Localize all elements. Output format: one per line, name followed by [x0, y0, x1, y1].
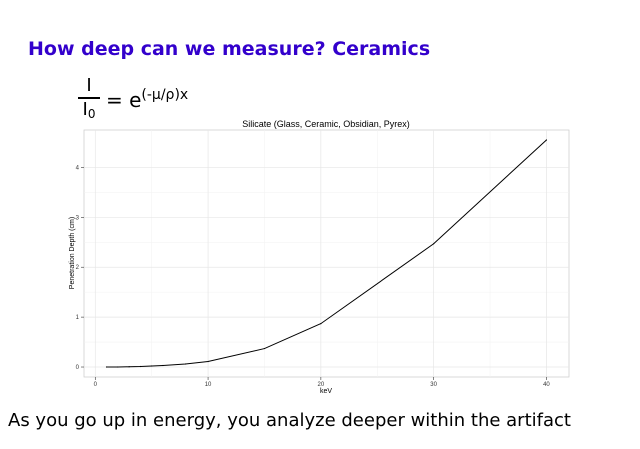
plot-area — [83, 129, 570, 378]
fraction-numerator: I — [86, 75, 92, 96]
slide-caption: As you go up in energy, you analyze deep… — [8, 410, 571, 431]
x-tick-label: 0 — [94, 382, 98, 388]
data-point — [184, 363, 187, 365]
grid-lines — [84, 130, 569, 377]
denominator-subscript: 0 — [87, 106, 96, 121]
data-points — [105, 139, 548, 368]
y-tick-label: 4 — [76, 165, 80, 171]
y-tick-label: 2 — [76, 265, 80, 271]
data-point — [151, 365, 153, 367]
x-tick-label: 10 — [205, 382, 212, 388]
data-point — [320, 323, 322, 325]
axis-ticks: 0 10 20 30 40 0 1 2 3 4 — [76, 165, 551, 388]
intensity-fraction: I I0 — [78, 76, 100, 124]
chart-title: Silicate (Glass, Ceramic, Obsidian, Pyre… — [242, 119, 410, 129]
data-point — [433, 243, 435, 245]
series-line — [106, 139, 547, 368]
fraction-bar — [78, 97, 100, 99]
data-point — [117, 366, 119, 368]
formula-rhs: = e(-μ/ρ)x — [106, 87, 188, 112]
y-tick-label: 1 — [76, 315, 80, 321]
data-point — [128, 366, 130, 368]
data-point — [207, 360, 209, 363]
y-axis-label: Penetration Depth (cm) — [69, 217, 76, 289]
x-tick-label: 30 — [430, 382, 437, 388]
formula-rhs-base: = e — [106, 88, 142, 112]
data-point — [263, 347, 266, 350]
fraction-denominator: I0 — [78, 98, 100, 124]
data-point — [162, 364, 164, 367]
y-tick-label: 0 — [76, 365, 80, 371]
slide-title: How deep can we measure? Ceramics — [28, 38, 431, 60]
x-axis-label: keV — [320, 388, 332, 395]
y-tick-label: 3 — [76, 215, 80, 221]
data-point — [105, 366, 108, 368]
denominator-base: I — [82, 98, 88, 120]
data-point — [139, 365, 141, 368]
formula-exponent: (-μ/ρ)x — [141, 87, 189, 103]
data-point — [545, 139, 548, 141]
x-tick-label: 40 — [543, 382, 550, 388]
x-tick-label: 20 — [318, 382, 325, 388]
